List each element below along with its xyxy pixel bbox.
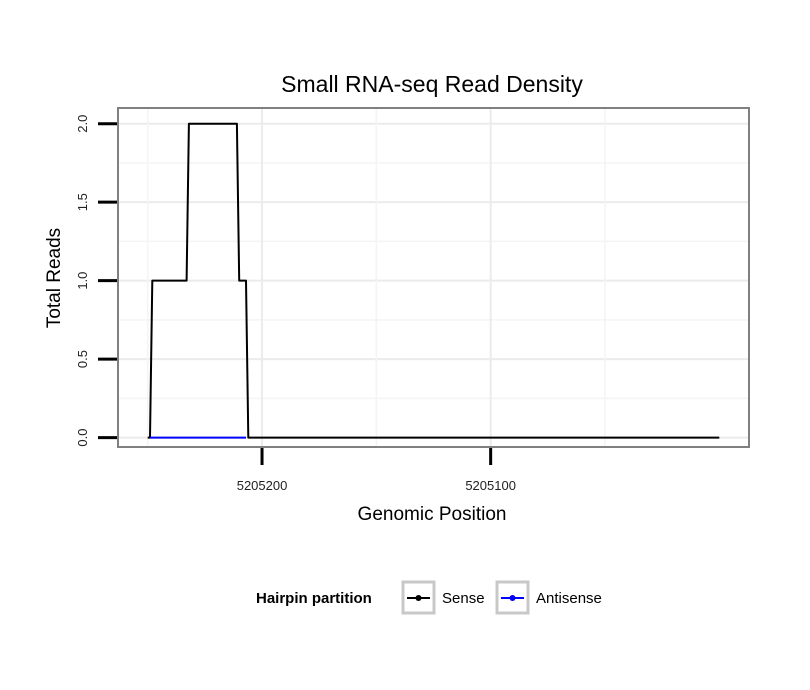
y-tick-label: 2.0 <box>75 115 90 133</box>
y-tick-label: 0.0 <box>75 429 90 447</box>
x-axis: 5205200 5205100 <box>237 448 516 493</box>
y-tick-label: 1.5 <box>75 193 90 211</box>
plot-panel <box>118 108 749 447</box>
chart-title: Small RNA-seq Read Density <box>281 71 583 97</box>
legend-entry-antisense: Antisense <box>495 580 602 615</box>
y-tick-label: 1.0 <box>75 272 90 290</box>
legend-label-sense: Sense <box>442 590 485 607</box>
legend-title: Hairpin partition <box>256 590 372 607</box>
plot-border <box>117 107 750 448</box>
series-lines <box>147 122 720 439</box>
y-tick-label: 0.5 <box>75 350 90 368</box>
legend-label-antisense: Antisense <box>536 590 602 607</box>
x-tick-label: 5205200 <box>237 478 288 493</box>
grid-lines <box>118 108 749 447</box>
series-line-sense <box>147 122 720 439</box>
legend: Hairpin partition Sense Antisense <box>256 580 602 615</box>
legend-key-antisense-dot <box>509 595 516 601</box>
x-axis-title: Genomic Position <box>358 504 507 525</box>
y-axis-title: Total Reads <box>44 228 65 328</box>
legend-key-sense-dot <box>415 595 422 601</box>
y-axis: 0.0 0.5 1.0 1.5 2.0 <box>75 115 117 447</box>
x-tick-label: 5205100 <box>465 478 516 493</box>
legend-entry-sense: Sense <box>401 580 485 615</box>
